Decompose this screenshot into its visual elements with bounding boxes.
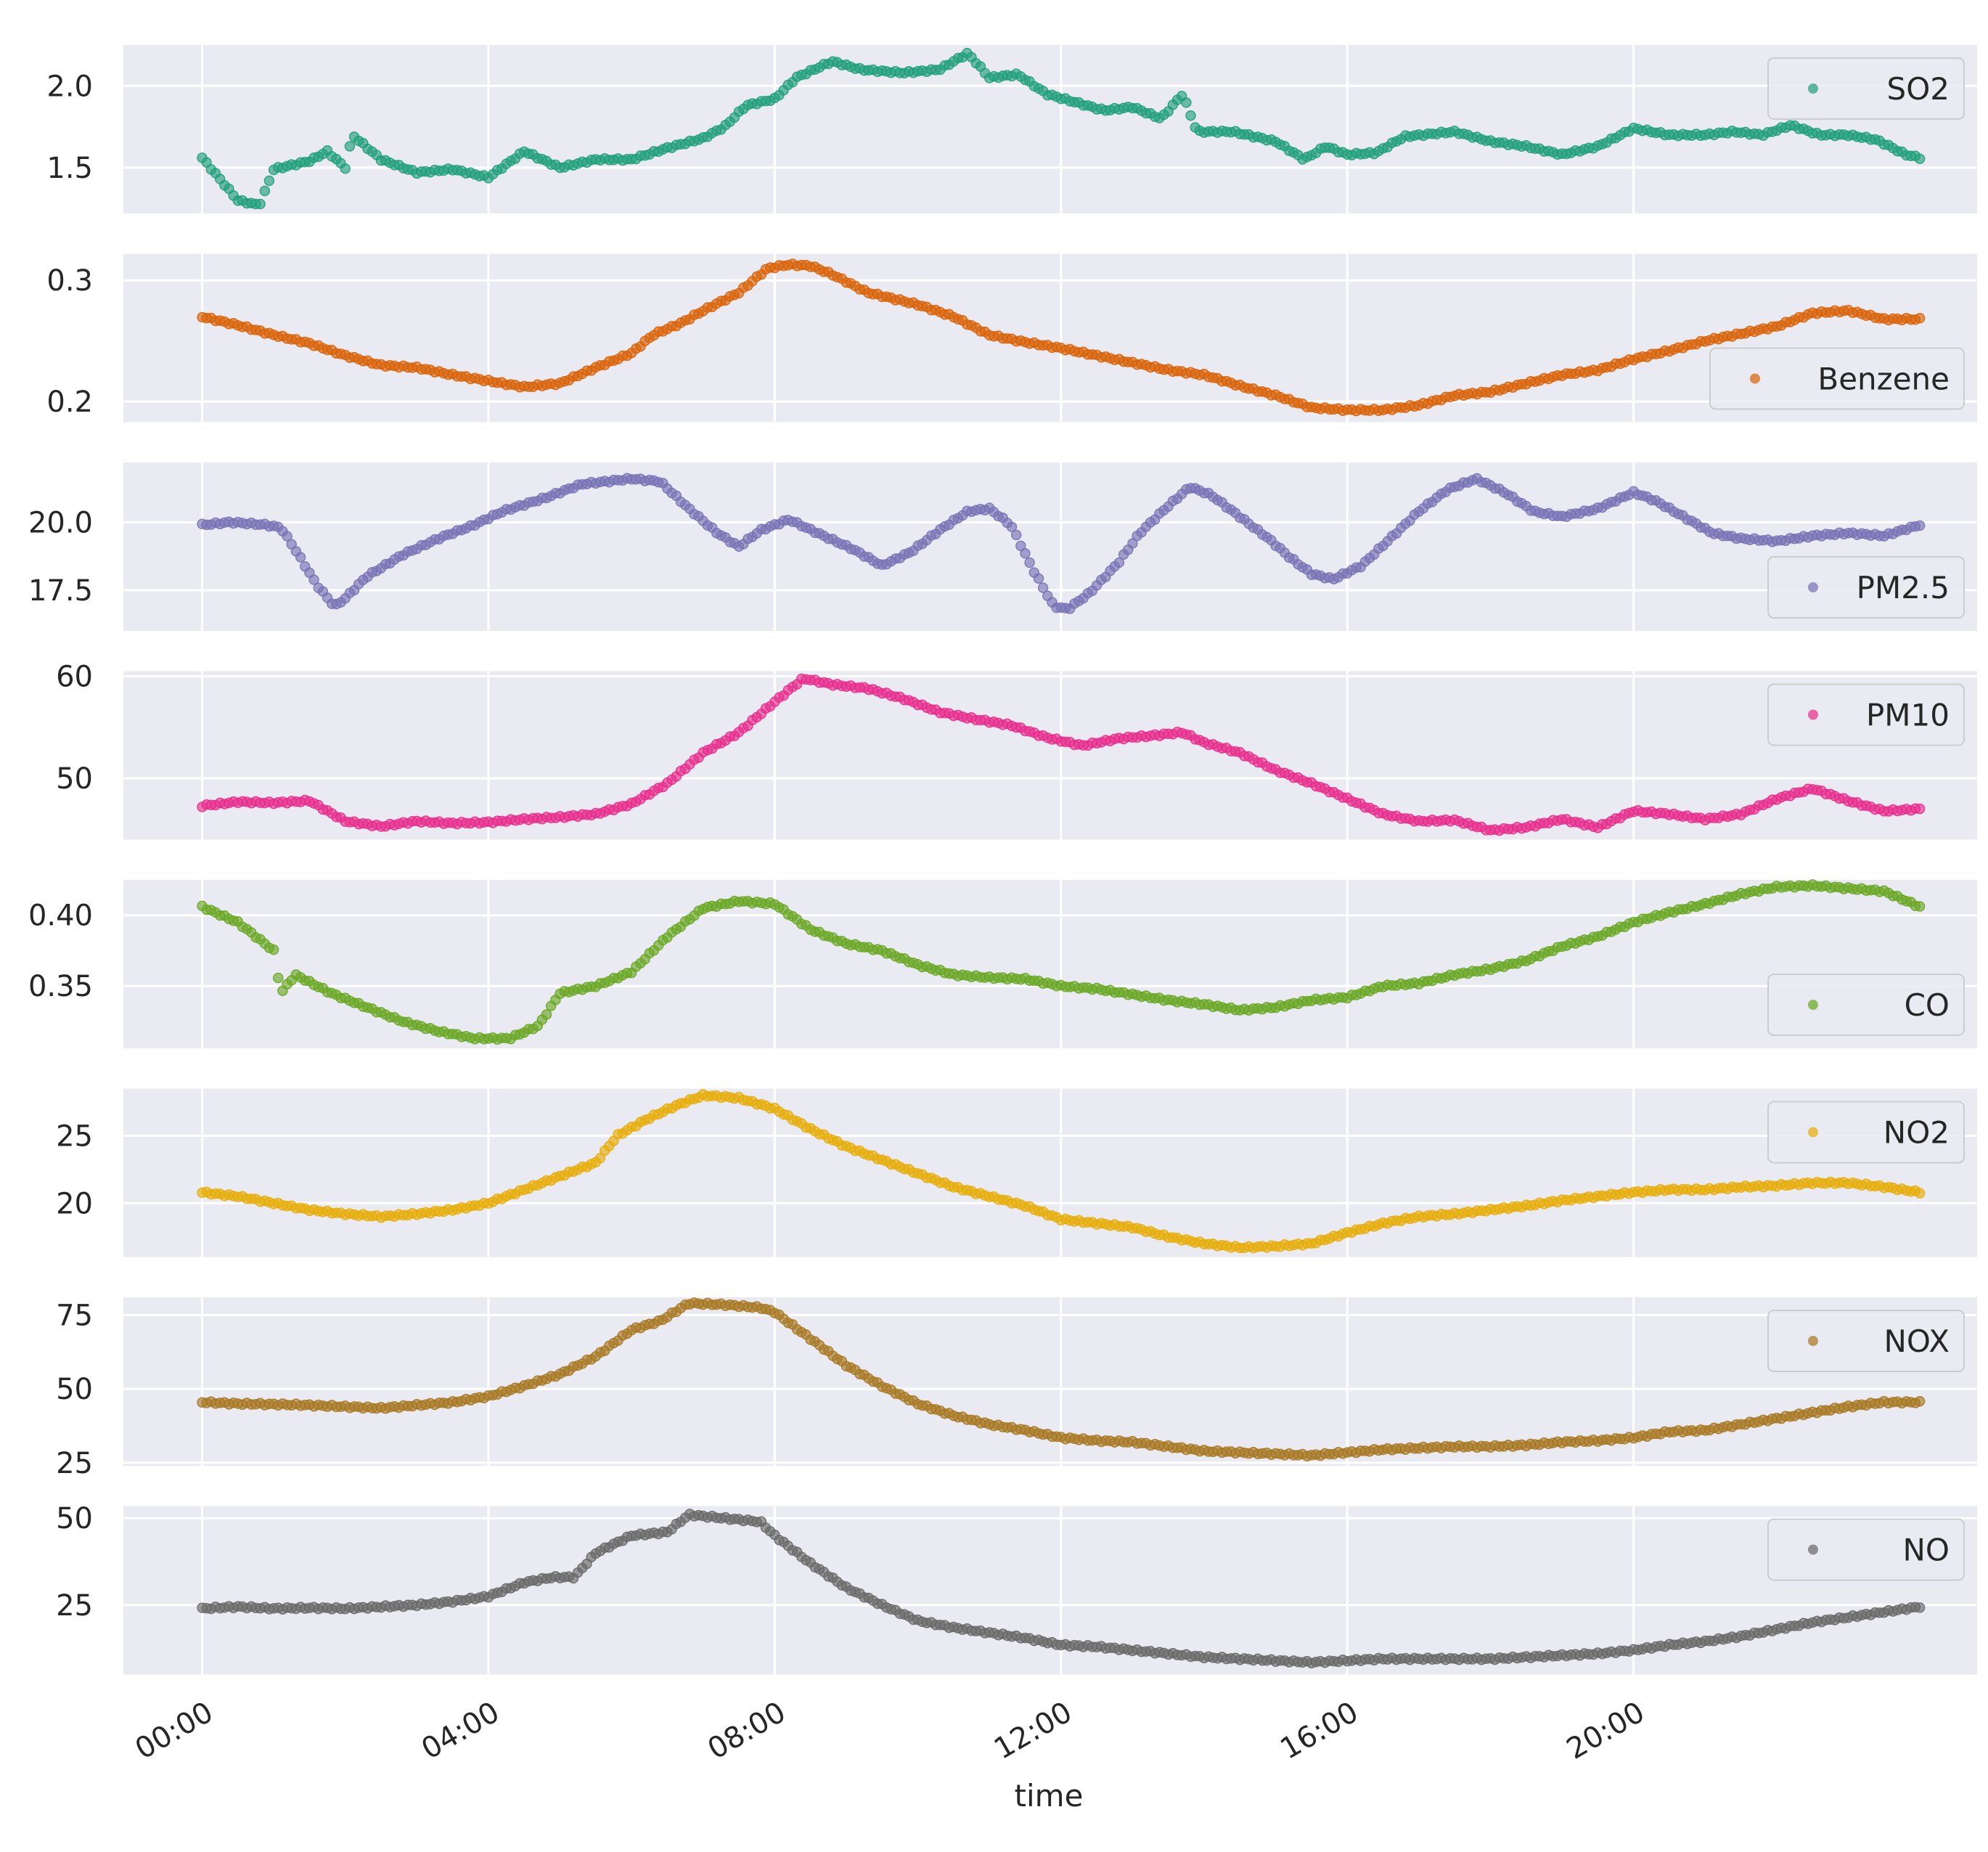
y-tick-label: 0.40 [28,900,93,933]
panel-nox: 25 50 75 NOX [56,1297,1977,1480]
data-point [1015,540,1026,552]
data-point [295,552,306,563]
legend-marker [1808,709,1818,720]
legend-label: CO [1905,987,1950,1023]
data-point [268,944,279,955]
series-benzene-points [197,258,1926,417]
data-point [1037,582,1049,593]
legend-marker [1808,1000,1818,1010]
legend-box [1767,57,1965,120]
y-tick-label: 1.5 [46,152,93,185]
data-point [308,574,319,585]
y-tick-label: 0.3 [46,264,93,298]
legend-label: PM10 [1866,698,1950,733]
y-tick-label: 75 [56,1299,93,1332]
data-point [1914,1602,1926,1613]
panel-benzene: 0.2 0.3 Benzene [46,253,1977,423]
data-point [1006,521,1018,533]
legend-nox: NOX [1767,1310,1965,1372]
panel-no: 25 50 NO [56,1502,1977,1675]
panels: 1.5 2.0 SO2 0.2 0.3 Benzene 17.5 20.0 PM2.5 50 60 P… [28,45,1977,1675]
legend-pm2-5: PM2.5 [1767,556,1965,619]
legend-marker [1750,373,1760,384]
legend-box [1709,347,1965,410]
legend-no: NO [1767,1518,1965,1581]
data-point [1024,557,1035,568]
y-tick-label: 2.0 [46,70,93,103]
data-point [1127,538,1138,549]
legend-marker [1808,83,1818,94]
data-point [1113,557,1125,568]
data-point [282,531,293,542]
y-tick-label: 50 [56,1502,93,1535]
data-point [1914,153,1926,165]
panel-background [123,253,1977,423]
data-point [1033,573,1044,584]
data-point [255,198,266,210]
legend-label: NO2 [1883,1115,1950,1151]
data-point [1185,110,1196,121]
x-axis-label: time [1015,1778,1084,1814]
panel-pm10: 50 60 PM10 [56,661,1977,840]
data-point [1181,97,1192,108]
y-tick-label: 25 [56,1589,93,1623]
legend-so2: SO2 [1767,57,1965,120]
data-point [1914,1395,1926,1407]
y-tick-label: 25 [56,1119,93,1153]
panel-background [123,1506,1977,1675]
y-tick-label: 0.35 [28,970,93,1003]
legend-marker [1808,582,1818,592]
legend-box [1767,556,1965,619]
legend-pm10: PM10 [1767,683,1965,746]
data-point [259,185,271,197]
panel-no2: 20 25 NO2 [56,1088,1977,1257]
panel-background [123,45,1977,213]
legend-label: Benzene [1817,362,1950,397]
legend-label: NOX [1883,1323,1950,1359]
series-pm2-5-points [197,473,1926,614]
legend-label: PM2.5 [1857,570,1950,605]
y-tick-label: 20.0 [28,506,93,539]
legend-label: SO2 [1887,71,1950,107]
data-point [1914,520,1926,531]
legend-co: CO [1767,974,1965,1036]
data-point [1914,1188,1926,1199]
panel-background [123,1088,1977,1257]
data-point [541,1009,552,1020]
y-tick-label: 50 [56,762,93,796]
panel-co: 0.35 0.40 CO [28,879,1977,1048]
y-tick-label: 60 [56,661,93,694]
data-point [272,972,284,984]
legend-marker [1808,1336,1818,1346]
series-pm10-points [197,673,1926,836]
data-point [344,141,356,152]
data-point [263,175,275,187]
legend-benzene: Benzene [1709,347,1965,410]
panel-pm2-5: 17.5 20.0 PM2.5 [28,462,1977,631]
legend-marker [1808,1544,1818,1555]
y-tick-label: 20 [56,1187,93,1220]
data-point [1914,901,1926,912]
data-point [340,163,351,174]
y-tick-label: 0.2 [46,386,93,419]
y-tick-label: 17.5 [28,574,93,608]
legend-label: NO [1903,1533,1950,1568]
data-point [1020,548,1031,559]
y-tick-label: 25 [56,1447,93,1480]
panel-so2: 1.5 2.0 SO2 [46,45,1977,213]
data-point [1914,313,1926,324]
legend-no2: NO2 [1767,1101,1965,1164]
series-so2-points [197,47,1926,210]
legend-marker [1808,1127,1818,1138]
data-point [1010,529,1022,541]
y-tick-label: 50 [56,1373,93,1406]
data-point [1914,803,1926,815]
